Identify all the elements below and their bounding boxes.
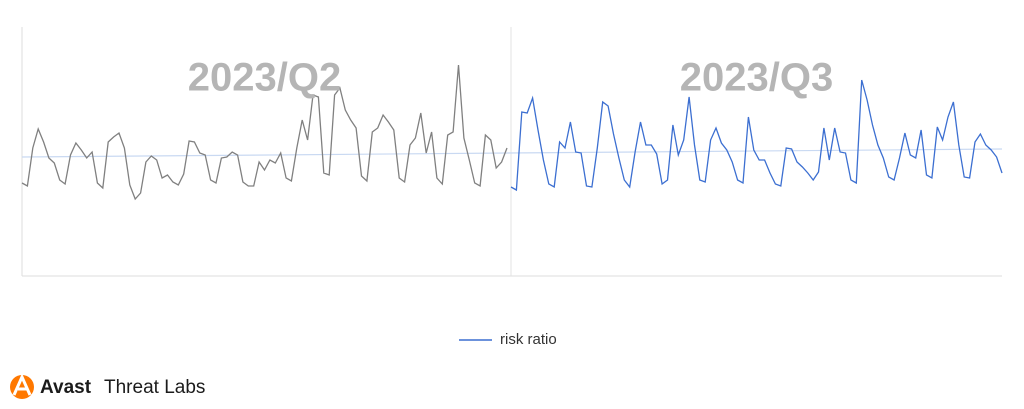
brand-logo: Avast Threat Labs — [10, 373, 205, 399]
period-label: 2023/Q2 — [188, 56, 341, 100]
logo-mark — [12, 373, 32, 396]
brand-product: Threat Labs — [104, 377, 205, 398]
brand-name: Avast — [40, 377, 92, 398]
series-line — [21, 64, 508, 201]
period-label: 2023/Q3 — [680, 56, 833, 100]
legend-label: risk ratio — [500, 331, 557, 348]
series-line — [510, 79, 1003, 192]
trend-line — [21, 148, 1003, 158]
